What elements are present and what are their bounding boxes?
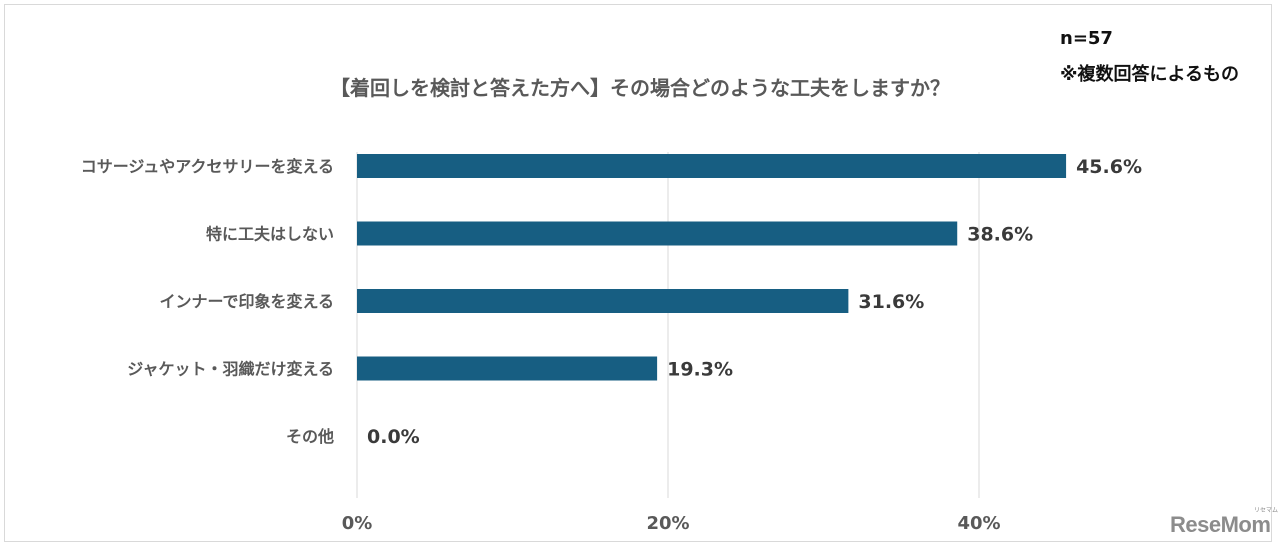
value-label: 31.6% (858, 291, 924, 313)
value-label: 0.0% (367, 426, 420, 448)
chart-title: 【着回しを検討と答えた方へ】その場合どのような工夫をしますか？ (330, 76, 950, 100)
x-tick-label: 40% (957, 513, 1000, 534)
chart-frame (4, 4, 1272, 542)
resemom-logo: ReseMom (1170, 512, 1271, 537)
value-label: 45.6% (1076, 156, 1142, 178)
x-tick-label: 0% (342, 513, 373, 534)
value-label: 38.6% (967, 224, 1033, 246)
category-label: ジャケット・羽織だけ変える (127, 360, 334, 379)
value-label: 19.3% (667, 359, 733, 381)
bar (357, 221, 958, 246)
category-label: コサージュやアクセサリーを変える (81, 157, 334, 176)
category-label: インナーで印象を変える (159, 292, 334, 311)
sample-size: n=57 (1060, 28, 1113, 49)
multiple-answer-note: ※複数回答によるもの (1060, 64, 1239, 85)
bar (357, 356, 658, 381)
category-label: 特に工夫はしない (206, 225, 334, 244)
x-tick-label: 20% (646, 513, 689, 534)
category-label: その他 (286, 427, 334, 446)
bar (357, 289, 849, 313)
bar (357, 154, 1067, 178)
resemom-logo-sub: リセマム (1254, 507, 1279, 514)
